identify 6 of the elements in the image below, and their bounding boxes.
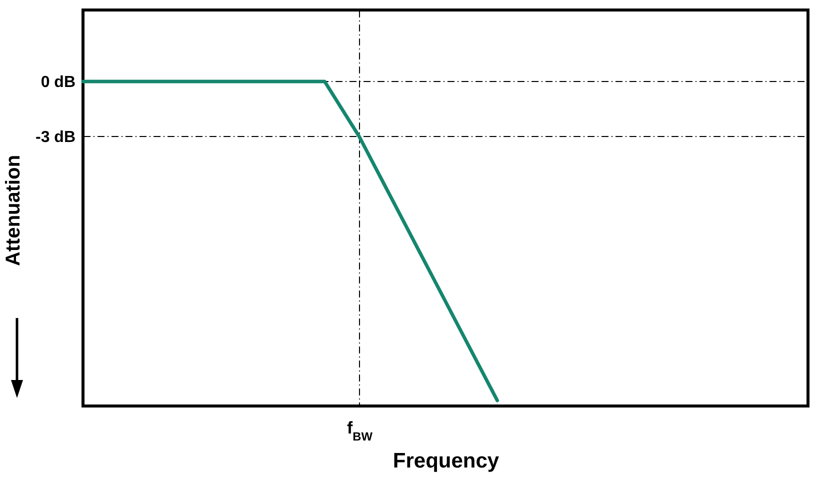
y-tick-label: 0 dB bbox=[40, 74, 76, 91]
x-axis-title: Frequency bbox=[392, 450, 500, 472]
y-axis-title: Attenuation bbox=[2, 154, 24, 266]
y-tick-label: -3 dB bbox=[36, 129, 76, 146]
line-series bbox=[81, 80, 500, 402]
x-tick-label: f$_{BW}$ bbox=[346, 418, 374, 444]
